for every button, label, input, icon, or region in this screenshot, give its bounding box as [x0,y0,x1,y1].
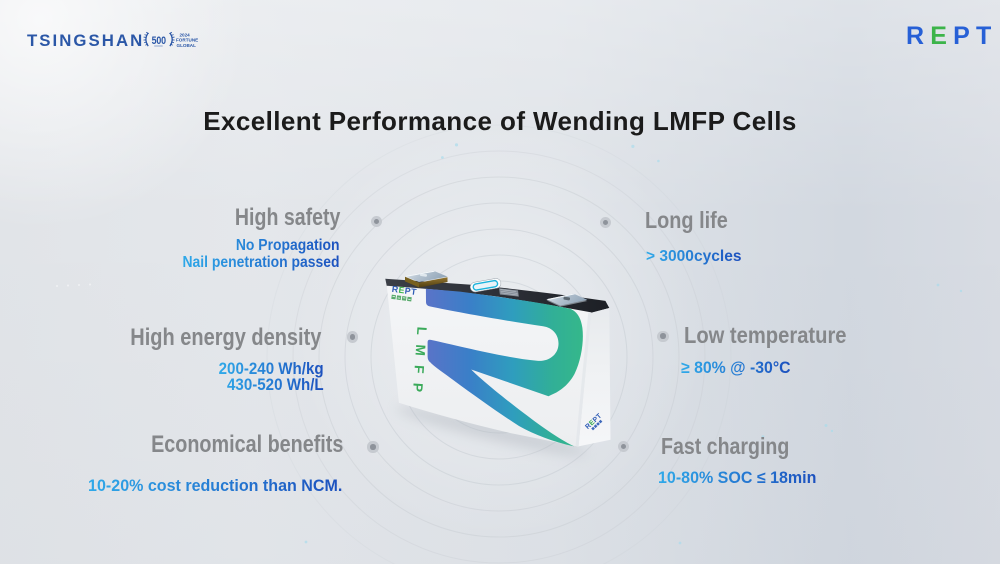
svg-text:2024: 2024 [180,32,191,37]
svg-text:500: 500 [152,35,167,47]
svg-text:LMFP: LMFP [409,326,429,402]
svg-text:TSINGSHAN: TSINGSHAN [27,31,144,50]
svg-text:GLOBAL: GLOBAL [177,43,197,48]
svg-text:REPT: REPT [391,284,417,297]
svg-text:FORTUNE: FORTUNE [176,38,198,43]
